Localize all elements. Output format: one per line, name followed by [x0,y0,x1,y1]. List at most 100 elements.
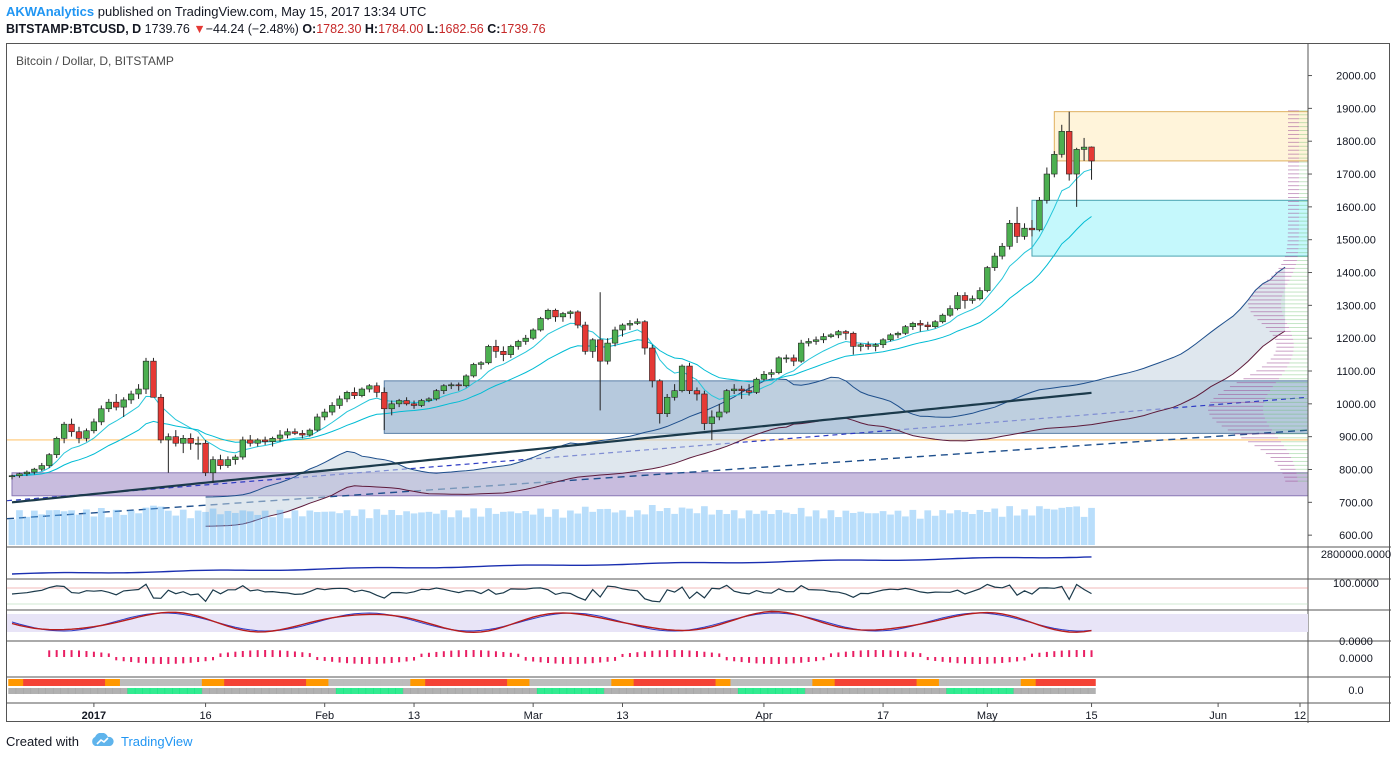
candle [31,467,38,475]
volume-profile-bar [1288,157,1299,159]
chart-frame[interactable]: 2000.00 1900.00 1800.00 1700.00 1600.00 1500.… [6,43,1391,723]
candle [1043,167,1050,204]
volume-profile-bar [1287,323,1308,325]
candle [477,361,485,370]
strip-cell [559,688,568,694]
momentum-bar [1053,651,1056,657]
candle [515,339,522,350]
chart-svg[interactable]: 2000.00 1900.00 1800.00 1700.00 1600.00 1500.… [7,44,1391,723]
candle-body [835,331,842,336]
strip-cell [320,688,329,694]
volume-profile-bar [1208,405,1264,407]
candle-body [917,323,924,326]
volume-profile-bar [1213,397,1266,399]
candle [396,398,403,408]
strip-cell [663,688,672,694]
volume-bar [500,511,507,545]
momentum-bar [748,657,751,663]
volume-profile-bar [1299,145,1308,147]
volume-profile-bar [1216,421,1267,423]
strip-cell [976,679,985,686]
volume-profile-bar [1276,346,1294,348]
candle [1036,197,1043,232]
volume-bar [299,516,306,545]
momentum-bar [829,653,832,657]
strip-cell [737,688,746,694]
momentum-bar [502,651,505,657]
strip-cell [1020,688,1029,694]
momentum-bar [182,657,185,664]
y-tick-label: 900.00 [1339,432,1373,444]
candle [738,385,745,399]
momentum-bar [889,650,892,657]
momentum-bar [509,652,512,657]
volume-bar [596,509,604,545]
candle-body [894,332,902,336]
strip-cell [812,688,821,694]
strip-cell [179,679,188,686]
volume-profile-bar [1257,319,1286,321]
momentum-bar [547,657,550,664]
strip-cell [566,688,575,694]
candle-body [142,360,150,390]
tradingview-link[interactable]: TradingView [120,734,193,749]
x-tick-label: 2017 [82,710,106,722]
strip-cell [842,688,851,694]
zone-orange [1053,111,1308,162]
candle [567,310,574,319]
momentum-bar [130,657,133,663]
volume-bar [738,518,745,545]
candle-body [999,245,1006,257]
momentum-bar [681,650,684,657]
x-tick-label: 15 [1085,710,1097,722]
strip-cell [871,679,880,686]
strip-cell [1065,688,1074,694]
momentum-bar [442,651,445,657]
strip-cell [678,679,687,686]
strip-cell [588,688,597,694]
author-link[interactable]: AKWAnalytics [6,4,95,19]
momentum-bar [48,650,51,657]
momentum-bar [375,657,378,664]
volume-bar [775,510,783,545]
candle [939,313,946,324]
strip-cell [90,679,99,686]
strip-cell [328,688,337,694]
candle-body [269,438,276,442]
volume-profile-bar [1280,303,1308,305]
candle [641,320,648,355]
strip-cell [976,688,985,694]
strip-cell [1043,688,1052,694]
strip-cell [350,679,359,686]
candle-body [969,298,976,301]
candle [269,436,276,447]
candle [165,433,172,473]
strip-cell [261,688,270,694]
indicator-axis-label: 2800000.0000 [1321,549,1391,561]
volume-bar [909,509,917,545]
momentum-bar [197,657,200,663]
candle-body [433,390,440,400]
triangle-down-icon: ▼ [193,22,206,36]
strip-cell [38,679,47,686]
momentum-bar [651,650,654,657]
strip-cell [469,679,478,686]
strip-cell [425,688,434,694]
volume-profile-bar [1284,476,1298,478]
momentum-bar [331,657,334,662]
volume-profile-bar [1299,177,1308,179]
volume-profile-bar [1298,240,1308,242]
strip-cell [15,688,24,694]
strip-cell [306,679,315,686]
candle-body [649,347,656,382]
volume-profile-bar [1248,307,1282,309]
volume-profile-bar [1265,453,1290,455]
momentum-bar [986,657,989,664]
volume-profile-bar [1285,287,1308,289]
momentum-bar [159,657,162,664]
strip-cell [603,688,612,694]
strip-cell [909,679,918,686]
volume-profile-bar [1299,110,1308,112]
tradingview-cloud-icon[interactable] [89,732,115,750]
momentum-bar [978,657,981,664]
